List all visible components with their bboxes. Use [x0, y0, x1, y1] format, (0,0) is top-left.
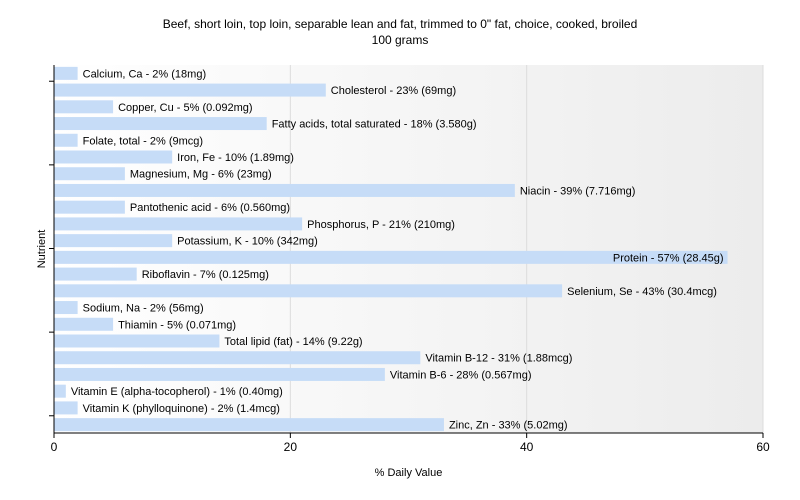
bar-label: Protein - 57% (28.45g) — [613, 252, 724, 264]
bar — [54, 401, 78, 415]
bar — [54, 334, 220, 348]
bar-label: Zinc, Zn - 33% (5.02mg) — [449, 420, 568, 432]
bar — [54, 100, 114, 114]
bar-label: Iron, Fe - 10% (1.89mg) — [177, 152, 294, 164]
bar-label: Vitamin E (alpha-tocopherol) - 1% (0.40m… — [71, 386, 283, 398]
bar — [54, 234, 173, 248]
bar — [54, 183, 515, 197]
x-tick-label: 0 — [51, 440, 58, 454]
x-axis-label: % Daily Value — [375, 467, 443, 479]
bar — [54, 200, 125, 214]
bar-label: Vitamin K (phylloquinone) - 2% (1.4mcg) — [83, 403, 280, 415]
bar — [54, 317, 114, 331]
bar — [54, 150, 173, 164]
bar — [54, 83, 326, 97]
x-tick-label: 40 — [520, 440, 534, 454]
bar-label: Vitamin B-6 - 28% (0.567mg) — [390, 369, 532, 381]
bar — [54, 284, 563, 298]
x-tick-label: 60 — [756, 440, 770, 454]
bar-label: Thiamin - 5% (0.071mg) — [118, 319, 236, 331]
bar-label: Selenium, Se - 43% (30.4mcg) — [567, 286, 717, 298]
bar — [54, 167, 125, 181]
bar — [54, 133, 78, 147]
chart-title: Beef, short loin, top loin, separable le… — [162, 17, 638, 31]
bar-label: Riboflavin - 7% (0.125mg) — [142, 269, 269, 281]
x-tick-label: 20 — [284, 440, 298, 454]
y-axis-label: Nutrient — [36, 230, 48, 269]
bar-label: Magnesium, Mg - 6% (23mg) — [130, 169, 272, 181]
bar-label: Cholesterol - 23% (69mg) — [331, 85, 456, 97]
bar-label: Fatty acids, total saturated - 18% (3.58… — [272, 119, 477, 131]
bar-label: Pantothenic acid - 6% (0.560mg) — [130, 202, 290, 214]
bar — [54, 117, 267, 131]
bar — [54, 351, 421, 365]
chart-title-block: Beef, short loin, top loin, separable le… — [0, 16, 800, 48]
bar-label: Copper, Cu - 5% (0.092mg) — [118, 102, 253, 114]
bar-label: Calcium, Ca - 2% (18mg) — [83, 68, 206, 80]
bar — [54, 267, 137, 281]
bar — [54, 301, 78, 315]
bar-label: Folate, total - 2% (9mcg) — [83, 135, 203, 147]
bar-label: Total lipid (fat) - 14% (9.22g) — [224, 336, 362, 348]
chart-subtitle: 100 grams — [371, 33, 429, 47]
bar-labels-group: Calcium, Ca - 2% (18mg) Cholesterol - 23%… — [71, 68, 724, 431]
bar-label: Potassium, K - 10% (342mg) — [177, 236, 318, 248]
bar — [54, 250, 728, 264]
bar-label: Phosphorus, P - 21% (210mg) — [307, 219, 455, 231]
bar-label: Vitamin B-12 - 31% (1.88mcg) — [425, 353, 572, 365]
axes-group: 0 20 40 60 — [49, 65, 770, 454]
bar — [54, 367, 385, 381]
bar-label: Sodium, Na - 2% (56mg) — [83, 303, 204, 315]
bar — [54, 418, 444, 432]
bar — [54, 217, 303, 231]
bar — [54, 384, 66, 398]
bars-group — [54, 66, 728, 432]
bar-label: Niacin - 39% (7.716mg) — [520, 185, 636, 197]
bar — [54, 66, 78, 80]
